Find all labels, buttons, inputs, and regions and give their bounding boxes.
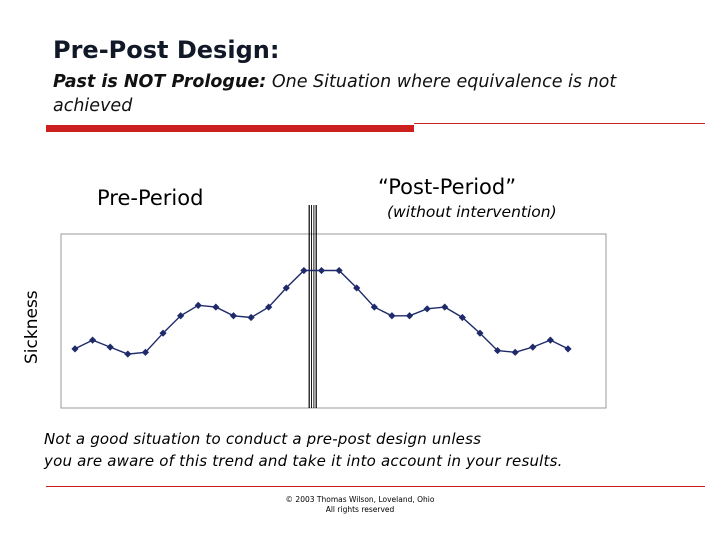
data-point-20	[405, 312, 414, 320]
subtitle-bold: Past is NOT Prologue:	[53, 72, 267, 92]
data-point-25	[493, 346, 502, 355]
title-rule-thin	[414, 123, 705, 124]
data-point-9	[212, 303, 220, 311]
data-point-8	[194, 301, 202, 309]
copyright: © 2003 Thomas Wilson, Loveland, Ohio All…	[200, 495, 520, 515]
data-point-1	[71, 345, 79, 353]
data-point-13	[282, 284, 290, 292]
pre-period-label: Pre-Period	[97, 186, 204, 210]
data-point-26	[511, 348, 519, 356]
post-period-sublabel: (without intervention)	[387, 203, 557, 221]
series-line	[74, 269, 569, 355]
data-point-22	[441, 303, 449, 311]
copyright-line-1: © 2003 Thomas Wilson, Loveland, Ohio	[285, 495, 435, 504]
subtitle: Past is NOT Prologue: One Situation wher…	[53, 70, 683, 118]
footer-rule	[46, 486, 705, 487]
data-point-4	[124, 350, 132, 358]
data-point-18	[370, 303, 378, 311]
data-point-24	[476, 329, 484, 337]
data-point-10	[229, 312, 238, 320]
note-line-1: Not a good situation to conduct a pre-po…	[44, 430, 482, 448]
data-point-6	[159, 329, 167, 337]
period-divider	[308, 205, 317, 408]
subtitle-rest: One Situation where equivalence is not a…	[53, 72, 617, 116]
data-point-21	[423, 305, 431, 313]
data-point-17	[353, 284, 361, 292]
title-rule-thick	[46, 125, 414, 132]
note-line-2: you are aware of this trend and take it …	[44, 452, 563, 470]
post-period-label: “Post-Period”	[378, 175, 517, 199]
data-point-11	[247, 313, 255, 322]
data-point-19	[388, 312, 396, 320]
page-title: Pre-Post Design:	[53, 36, 280, 64]
note-text: Not a good situation to conduct a pre-po…	[44, 428, 684, 472]
data-point-2	[89, 336, 97, 344]
plot-frame	[60, 233, 607, 409]
data-point-3	[106, 343, 114, 351]
data-point-29	[564, 345, 572, 353]
data-point-16	[335, 266, 343, 275]
series-points	[71, 266, 572, 358]
data-point-14	[300, 266, 308, 275]
data-point-7	[177, 312, 185, 320]
data-point-15	[317, 266, 326, 275]
data-point-27	[529, 343, 537, 351]
data-point-12	[265, 303, 273, 311]
data-point-5	[141, 348, 150, 356]
copyright-line-2: All rights reserved	[325, 505, 395, 514]
data-point-28	[546, 336, 554, 344]
data-point-23	[458, 313, 466, 322]
